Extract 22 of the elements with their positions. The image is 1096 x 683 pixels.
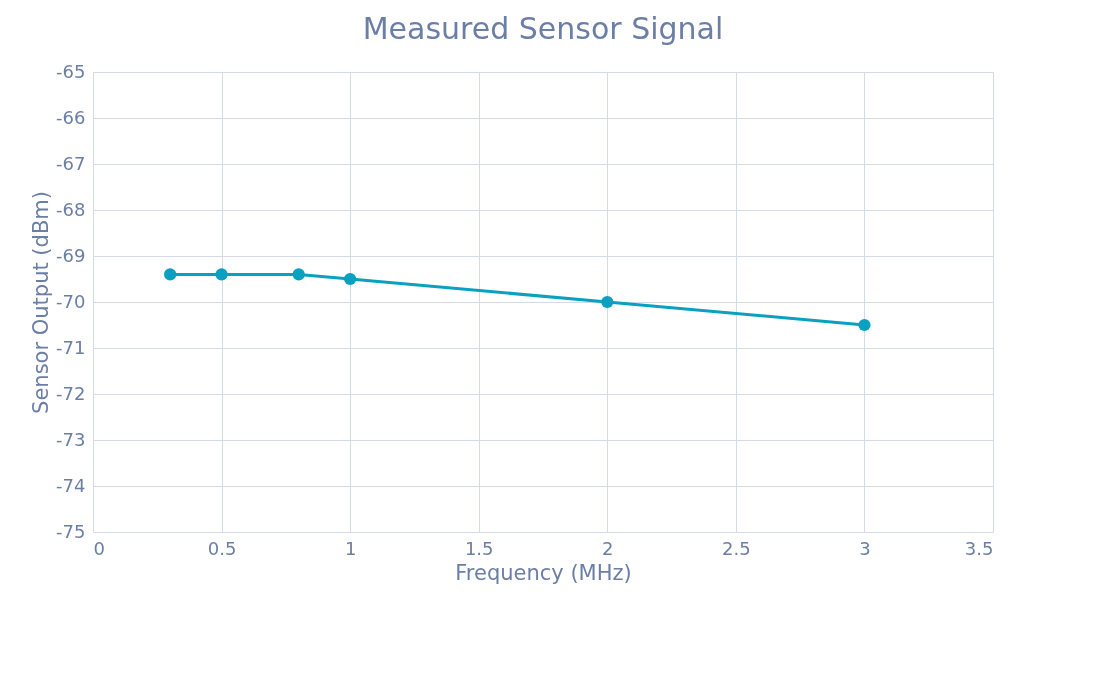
y-tick-label: -65 [56,60,86,82]
x-tick-label: 0.5 [207,537,237,559]
x-tick-label: 1.5 [464,537,494,559]
x-tick-label: 2.5 [722,537,751,559]
y-tick-label: -66 [56,106,86,128]
y-tick-label: -67 [56,152,86,174]
y-tick-label: -70 [56,290,86,312]
x-axis-title: Frequency (MHz) [455,560,632,585]
y-tick-label: -69 [56,244,86,266]
y-tick-label: -68 [56,198,86,220]
y-axis-title: Sensor Output (dBm) [29,191,54,414]
y-tick-label: -74 [56,474,86,496]
x-tick-label: 3.5 [964,537,994,559]
x-tick-label: 3 [859,537,871,559]
x-tick-label: 2 [602,537,614,559]
y-tick-label: -72 [56,382,86,404]
y-tick-label: -75 [56,520,86,542]
y-tick-label: -71 [56,336,86,358]
x-tick-label: 1 [344,537,357,559]
y-tick-label: -73 [56,428,86,450]
chart-title: Measured Sensor Signal [362,11,724,46]
x-tick-label: 0 [93,537,105,559]
